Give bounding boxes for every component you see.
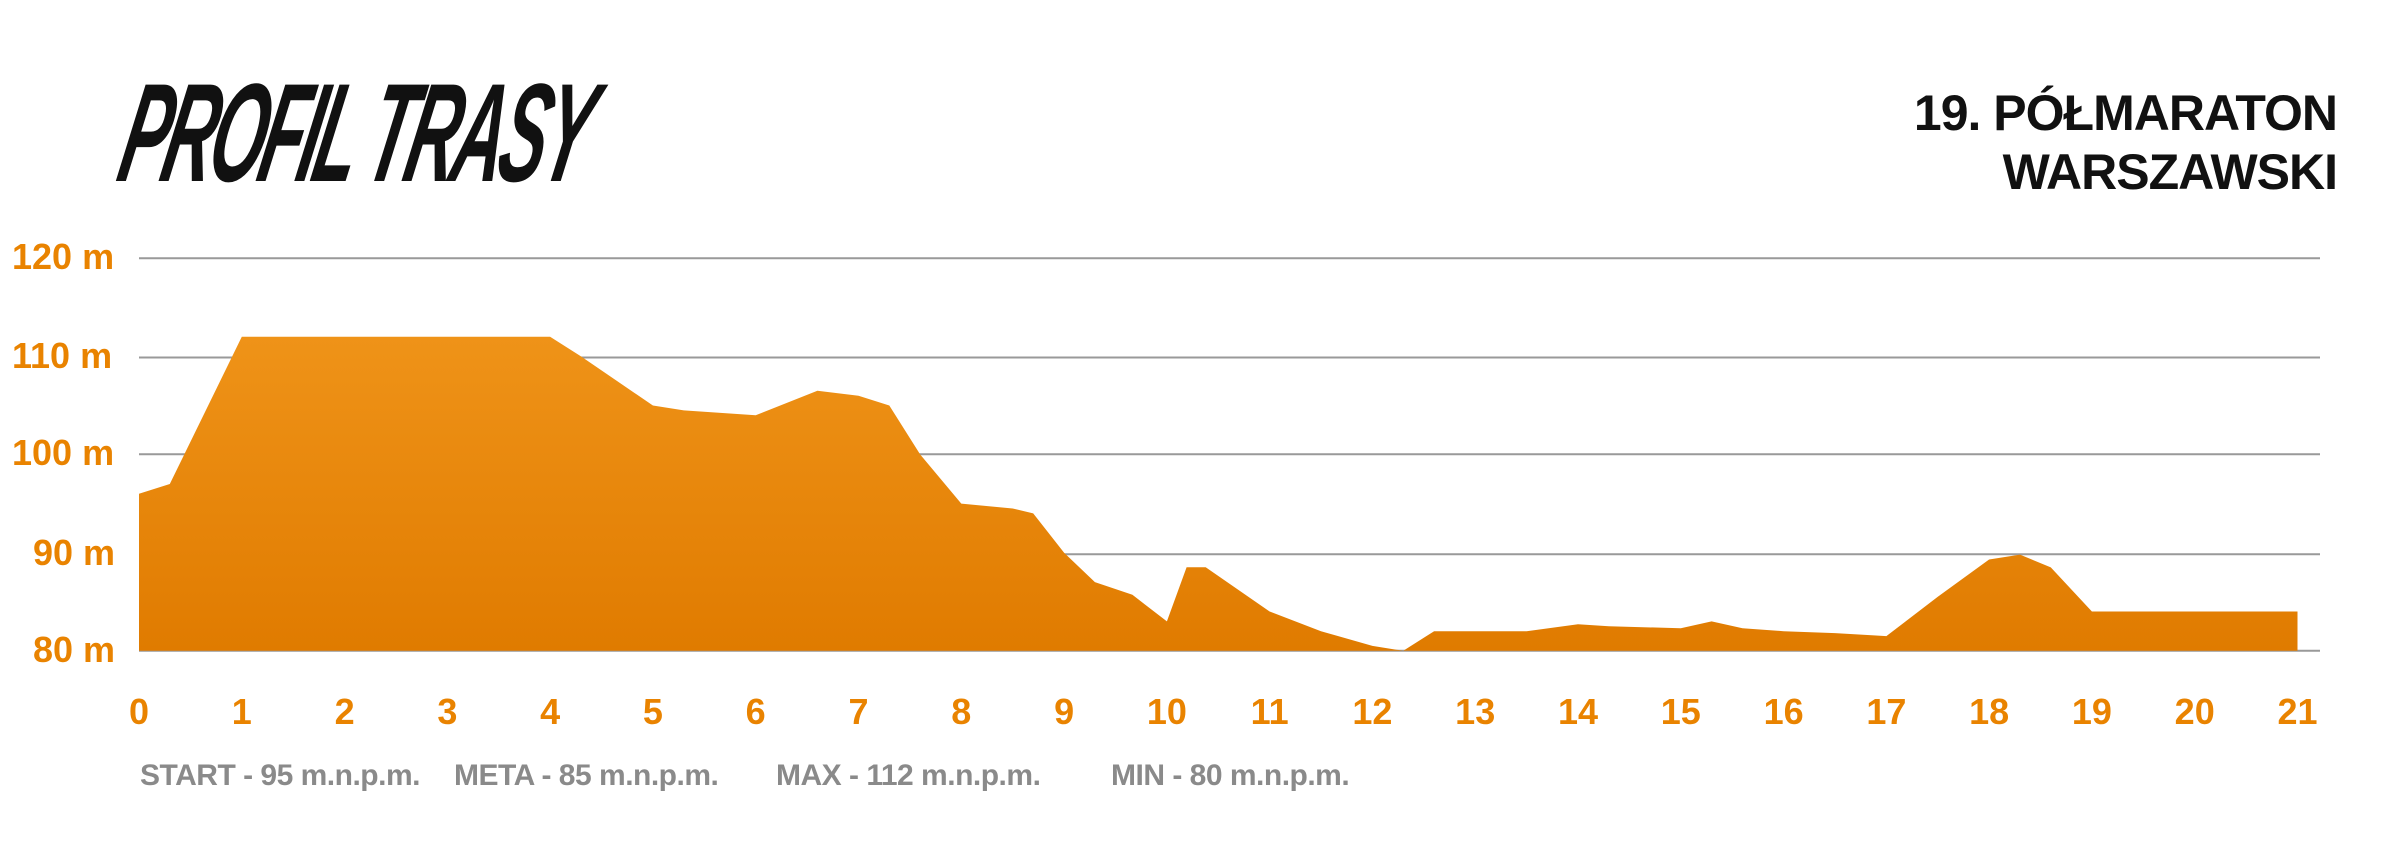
svg-text:20: 20 (2175, 691, 2215, 732)
svg-text:90 m: 90 m (33, 532, 115, 573)
svg-text:8: 8 (951, 691, 971, 732)
svg-text:5: 5 (643, 691, 663, 732)
svg-text:7: 7 (848, 691, 868, 732)
svg-text:10: 10 (1147, 691, 1187, 732)
svg-text:100 m: 100 m (12, 432, 114, 473)
svg-text:17: 17 (1866, 691, 1906, 732)
svg-text:15: 15 (1661, 691, 1701, 732)
svg-text:12: 12 (1352, 691, 1392, 732)
svg-text:19: 19 (2072, 691, 2112, 732)
svg-text:6: 6 (746, 691, 766, 732)
svg-text:18: 18 (1969, 691, 2009, 732)
svg-text:21: 21 (2277, 691, 2317, 732)
svg-text:9: 9 (1054, 691, 1074, 732)
svg-text:3: 3 (437, 691, 457, 732)
svg-text:2: 2 (335, 691, 355, 732)
svg-text:80 m: 80 m (33, 629, 115, 670)
svg-text:1: 1 (232, 691, 252, 732)
svg-text:11: 11 (1251, 691, 1289, 732)
svg-text:16: 16 (1764, 691, 1804, 732)
svg-text:0: 0 (129, 691, 149, 732)
svg-text:13: 13 (1455, 691, 1495, 732)
svg-text:4: 4 (540, 691, 560, 732)
svg-text:110 m: 110 m (12, 335, 112, 376)
svg-text:120 m: 120 m (12, 236, 114, 277)
svg-text:14: 14 (1558, 691, 1598, 732)
